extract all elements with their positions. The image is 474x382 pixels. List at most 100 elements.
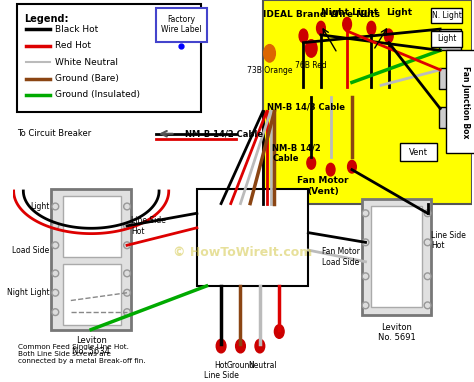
Ellipse shape (54, 204, 57, 209)
Ellipse shape (124, 242, 130, 249)
Bar (263, 0, 472, 204)
Text: Neutral: Neutral (248, 361, 277, 370)
Ellipse shape (362, 273, 369, 280)
Bar (439, 107, 461, 128)
Ellipse shape (426, 303, 429, 307)
Text: Night Light: Night Light (321, 8, 378, 17)
Ellipse shape (125, 224, 129, 228)
Ellipse shape (426, 211, 429, 215)
Bar (401, 144, 437, 161)
Text: 76B Red: 76B Red (295, 61, 327, 70)
Text: Black Hot: Black Hot (55, 24, 99, 34)
Ellipse shape (125, 291, 129, 295)
Ellipse shape (317, 21, 325, 35)
Ellipse shape (54, 272, 57, 275)
Ellipse shape (124, 309, 130, 316)
Ellipse shape (54, 224, 57, 228)
Text: © HowToWireIt.com: © HowToWireIt.com (173, 246, 312, 259)
Text: Factory
Wire Label: Factory Wire Label (161, 15, 201, 34)
Ellipse shape (364, 303, 367, 307)
Ellipse shape (426, 240, 429, 244)
Text: White Neutral: White Neutral (55, 58, 118, 66)
Text: Hot
Line Side: Hot Line Side (204, 361, 238, 380)
Bar (17, 4, 201, 112)
Text: Ground (Bare): Ground (Bare) (55, 74, 119, 83)
Text: IDEAL Brand Wire Nuts: IDEAL Brand Wire Nuts (263, 10, 380, 19)
Bar (371, 207, 422, 307)
Ellipse shape (52, 309, 59, 316)
Text: Load Side: Load Side (12, 246, 49, 254)
Text: NM-B 14/2
Cable: NM-B 14/2 Cable (273, 144, 321, 163)
Ellipse shape (362, 239, 369, 246)
Text: Leviton
No. 5634: Leviton No. 5634 (72, 337, 110, 356)
Text: Ground (Insulated): Ground (Insulated) (55, 91, 140, 99)
Text: Fan Motor
Load Side: Fan Motor Load Side (322, 247, 360, 267)
Ellipse shape (54, 291, 57, 295)
Ellipse shape (307, 157, 316, 169)
Bar (52, 189, 131, 330)
Ellipse shape (124, 203, 130, 210)
Text: Night Light: Night Light (7, 288, 49, 297)
Bar (63, 196, 121, 257)
Text: Light: Light (437, 34, 456, 43)
Text: Fan Junction Box: Fan Junction Box (461, 66, 470, 138)
Ellipse shape (52, 289, 59, 296)
Text: Fan Motor
(Vent): Fan Motor (Vent) (297, 176, 348, 196)
Ellipse shape (426, 274, 429, 278)
Ellipse shape (54, 310, 57, 314)
Ellipse shape (362, 210, 369, 217)
Ellipse shape (364, 211, 367, 215)
Ellipse shape (305, 40, 317, 57)
Bar (439, 68, 461, 89)
Ellipse shape (54, 243, 57, 247)
Text: N. Light: N. Light (432, 11, 462, 20)
Bar (439, 29, 461, 50)
Ellipse shape (343, 18, 351, 31)
Ellipse shape (216, 339, 226, 353)
Text: Vent: Vent (410, 148, 428, 157)
Ellipse shape (125, 243, 129, 247)
Ellipse shape (52, 270, 59, 277)
Ellipse shape (326, 163, 335, 176)
Text: NM-B 14/3 Cable: NM-B 14/3 Cable (267, 102, 345, 111)
Text: Line Side
Hot: Line Side Hot (431, 231, 466, 250)
Text: Common Feed Single Line Hot.
Both Line Side screws are
connected by a metal Brea: Common Feed Single Line Hot. Both Line S… (18, 344, 145, 364)
Bar (197, 189, 308, 286)
Ellipse shape (255, 339, 264, 353)
Ellipse shape (236, 339, 246, 353)
Ellipse shape (274, 325, 284, 338)
Text: Leviton
No. 5691: Leviton No. 5691 (378, 323, 415, 342)
Ellipse shape (124, 289, 130, 296)
Bar (431, 8, 463, 23)
Bar (156, 8, 207, 42)
Bar (362, 199, 431, 315)
Ellipse shape (125, 272, 129, 275)
Ellipse shape (52, 222, 59, 229)
Text: Legend:: Legend: (24, 14, 69, 24)
Ellipse shape (362, 302, 369, 309)
Ellipse shape (124, 222, 130, 229)
Text: Ground: Ground (227, 361, 255, 370)
Text: Light: Light (30, 202, 49, 211)
Ellipse shape (424, 239, 431, 246)
Ellipse shape (125, 204, 129, 209)
Ellipse shape (424, 210, 431, 217)
Ellipse shape (424, 273, 431, 280)
Bar (63, 264, 121, 325)
Text: Red Hot: Red Hot (55, 41, 91, 50)
Text: 73B Orange: 73B Orange (247, 66, 292, 75)
Bar (431, 31, 463, 47)
Text: To Circuit Breaker: To Circuit Breaker (18, 129, 92, 138)
Ellipse shape (424, 302, 431, 309)
Ellipse shape (364, 240, 367, 244)
Ellipse shape (367, 21, 376, 35)
Ellipse shape (347, 160, 356, 173)
Ellipse shape (264, 45, 275, 62)
Ellipse shape (52, 203, 59, 210)
Ellipse shape (125, 310, 129, 314)
Ellipse shape (299, 29, 308, 43)
Ellipse shape (124, 270, 130, 277)
Text: Line Side
Hot: Line Side Hot (131, 216, 166, 236)
Text: Light: Light (386, 8, 412, 17)
Ellipse shape (52, 242, 59, 249)
